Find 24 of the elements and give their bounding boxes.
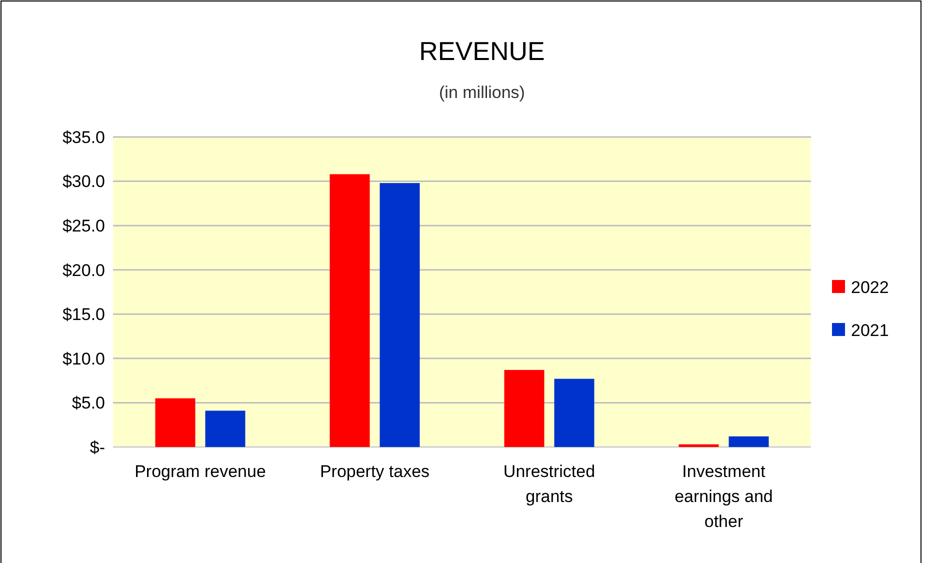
y-tick-label: $20.0 bbox=[62, 260, 105, 280]
y-tick-label: $- bbox=[90, 438, 105, 457]
bar bbox=[504, 370, 544, 447]
bar bbox=[380, 183, 420, 447]
bar bbox=[728, 436, 769, 447]
y-tick-label: $10.0 bbox=[62, 349, 105, 368]
bar bbox=[554, 378, 594, 447]
chart-title: REVENUE bbox=[419, 36, 545, 66]
x-tick-label: Unrestricted grants bbox=[503, 462, 596, 506]
y-tick-label: $35.0 bbox=[62, 128, 105, 147]
y-tick-label: $25.0 bbox=[62, 216, 105, 236]
bar bbox=[155, 398, 196, 447]
x-tick-label: Investment earnings and other bbox=[674, 462, 773, 531]
y-tick-label: $15.0 bbox=[62, 305, 105, 324]
bar bbox=[205, 410, 246, 447]
chart-subtitle: (in millions) bbox=[439, 83, 525, 102]
bar bbox=[330, 174, 370, 447]
legend-label: 2021 bbox=[851, 320, 889, 340]
legend-label: 2022 bbox=[851, 278, 889, 297]
x-tick-label: Property taxes bbox=[320, 462, 430, 481]
x-tick-label: Program revenue bbox=[134, 462, 266, 481]
y-tick-label: $30.0 bbox=[62, 172, 105, 192]
bar bbox=[678, 444, 719, 447]
y-tick-label: $5.0 bbox=[72, 394, 105, 413]
